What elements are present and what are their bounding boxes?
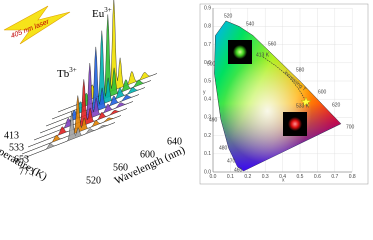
wavelength-label: 470	[227, 158, 236, 164]
x-tick: 0.1	[227, 174, 234, 180]
y-tick: 0.7	[204, 42, 211, 48]
wavelength-label: 500	[207, 61, 216, 67]
tb-element: Tb	[57, 68, 70, 80]
x-tick: 0.7	[331, 174, 338, 180]
laser-bolt	[3, 5, 71, 45]
y-tick: 0.5	[204, 78, 211, 84]
y-tick: 0.6	[204, 60, 211, 66]
end-star	[300, 96, 312, 107]
x-tick: 0.4	[279, 174, 286, 180]
y-tick: 0.1	[204, 151, 211, 157]
trend-line	[262, 56, 307, 102]
eu-element: Eu	[92, 8, 105, 20]
temperature-tick: 773	[19, 166, 34, 177]
wavelength-label: 490	[209, 117, 218, 123]
end-annotation: 533 K	[296, 103, 310, 109]
start-annotation: 413 K	[256, 52, 270, 58]
y-tick: 0.8	[204, 24, 211, 30]
wavelength-label: 580	[296, 67, 305, 73]
wavelength-label: 600	[318, 89, 327, 95]
x-title: x	[282, 177, 285, 183]
spectrum	[15, 111, 116, 162]
temperature-tick: 533	[9, 142, 24, 153]
red-emission	[288, 117, 302, 131]
x-tick: 0.8	[349, 174, 356, 180]
tb-charge: 3+	[69, 66, 77, 74]
wavelength-label: 620	[332, 102, 341, 108]
wavelength-label: 460	[234, 167, 243, 173]
wavelength-label: 560	[268, 41, 277, 47]
y-tick: 0.9	[204, 6, 211, 12]
wavelength-tick: 520	[86, 175, 101, 186]
wavelength-label: 700	[346, 124, 355, 130]
temperature-tick: 653	[14, 154, 29, 165]
eu-charge: 3+	[104, 6, 112, 14]
y-title: y	[203, 89, 206, 95]
wavelength-label: 480	[219, 145, 228, 151]
y-tick: 0.3	[204, 115, 211, 121]
wavelength-label: 540	[246, 21, 255, 27]
x-tick: 0.0	[210, 174, 217, 180]
x-tick: 0.3	[262, 174, 269, 180]
eu-label: Eu3+	[92, 6, 112, 20]
y-tick: 0.2	[204, 133, 211, 139]
x-tick: 0.6	[314, 174, 321, 180]
x-tick: 0.5	[297, 174, 304, 180]
wavelength-tick: 640	[167, 136, 182, 147]
y-tick: 0.4	[204, 97, 211, 103]
wavelength-tick: 560	[113, 162, 128, 173]
spectra	[15, 0, 158, 162]
wavelength-label: 520	[224, 13, 233, 19]
temperature-tick: 413	[4, 130, 19, 141]
x-tick: 0.2	[244, 174, 251, 180]
green-emission	[233, 45, 247, 59]
tb-label: Tb3+	[57, 66, 77, 80]
y-tick: 0.0	[204, 169, 211, 175]
wavelength-tick: 600	[140, 149, 155, 160]
